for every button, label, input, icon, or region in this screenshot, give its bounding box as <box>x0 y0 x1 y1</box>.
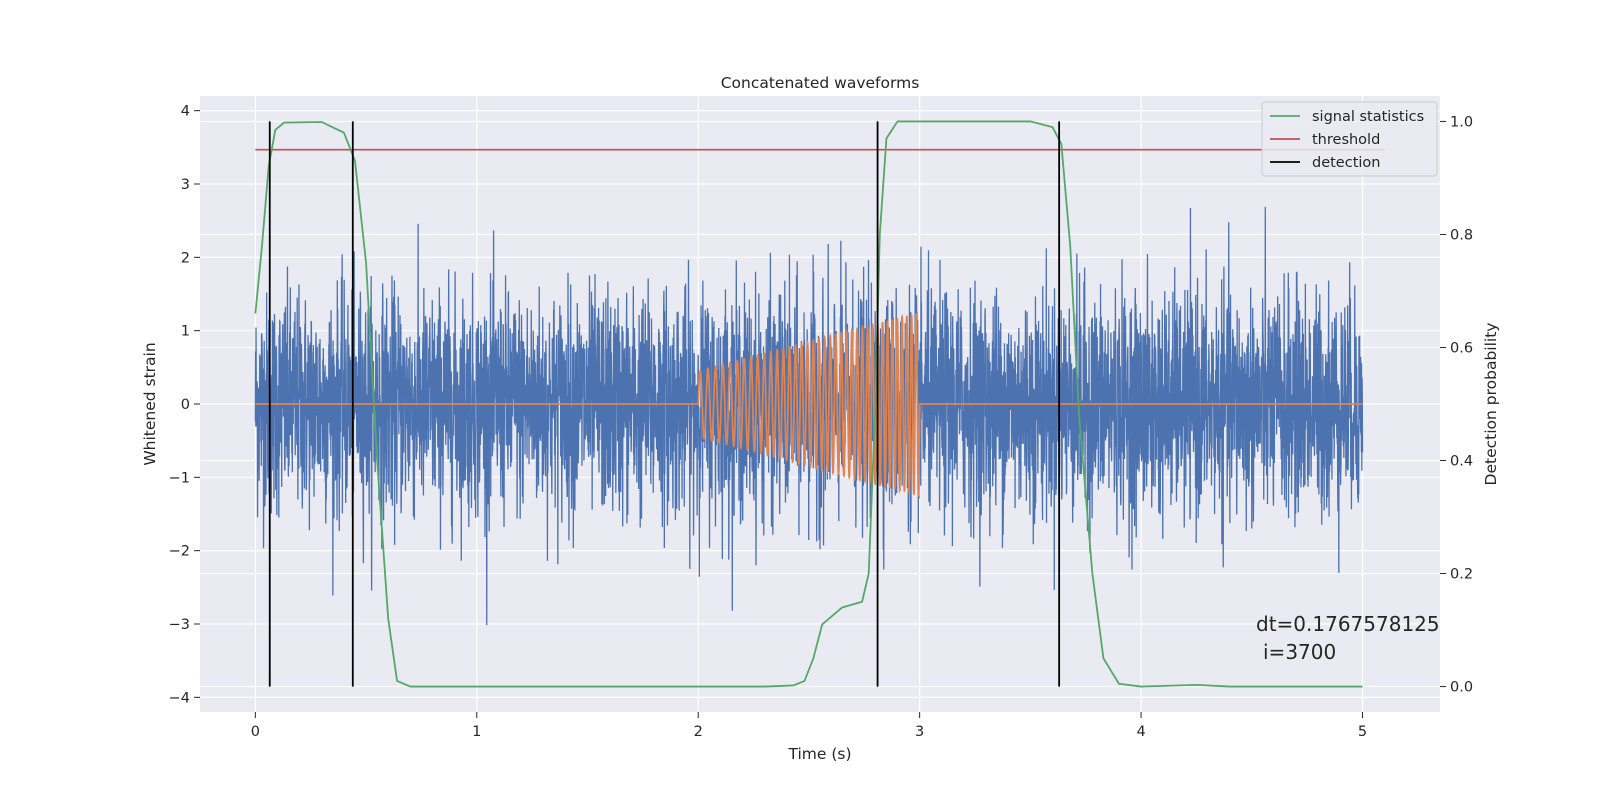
y-tick-label: −2 <box>169 544 190 560</box>
legend-label-threshold: threshold <box>1312 132 1380 148</box>
right-axis-ticks: 0.0 0.2 0.4 0.6 0.8 1.0 <box>1440 114 1473 696</box>
y-axis-label-right: Detection probability <box>1482 323 1500 486</box>
y-tick-label: 0 <box>181 397 190 413</box>
legend-label-signal-statistics: signal statistics <box>1312 109 1424 125</box>
x-axis-label: Time (s) <box>787 745 851 763</box>
x-tick-label: 2 <box>694 724 703 740</box>
y-tick-label: 1 <box>181 324 190 340</box>
y-tick-label: 3 <box>181 177 190 193</box>
y-tick-label: 4 <box>181 104 190 120</box>
left-axis-ticks: −4 −3 −2 −1 0 1 2 3 4 <box>169 104 200 706</box>
chart-title: Concatenated waveforms <box>721 74 920 92</box>
x-tick-label: 1 <box>472 724 481 740</box>
injected-signal-line <box>255 313 1363 498</box>
bottom-axis-ticks: 0 1 2 3 4 5 <box>251 712 1367 740</box>
y-tick-label-right: 1.0 <box>1450 114 1473 130</box>
y-tick-label-right: 0.8 <box>1450 227 1473 243</box>
legend-label-detection: detection <box>1312 155 1380 171</box>
y-tick-label-right: 0.2 <box>1450 567 1473 583</box>
y-tick-label-right: 0.0 <box>1450 680 1473 696</box>
annotation-i: i=3700 <box>1263 640 1336 664</box>
y-axis-label: Whitened strain <box>141 342 159 465</box>
y-tick-label-right: 0.4 <box>1450 454 1473 470</box>
legend: signal statistics threshold detection <box>1261 101 1438 177</box>
y-tick-label: −4 <box>169 690 190 706</box>
x-tick-label: 4 <box>1136 724 1145 740</box>
signal-statistics-line <box>254 120 1363 688</box>
y-tick-label: −3 <box>169 617 190 633</box>
y-tick-label: −1 <box>169 470 190 486</box>
x-tick-label: 0 <box>251 724 260 740</box>
legend-box <box>1261 101 1438 177</box>
annotation-dt: dt=0.1767578125 <box>1256 612 1440 636</box>
y-tick-label-right: 0.6 <box>1450 340 1473 356</box>
y-tick-label: 2 <box>181 250 190 266</box>
x-tick-label: 5 <box>1358 724 1367 740</box>
x-tick-label: 3 <box>915 724 924 740</box>
plot-series <box>254 120 1385 688</box>
